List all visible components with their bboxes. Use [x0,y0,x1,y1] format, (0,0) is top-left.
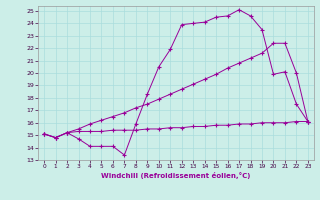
X-axis label: Windchill (Refroidissement éolien,°C): Windchill (Refroidissement éolien,°C) [101,172,251,179]
